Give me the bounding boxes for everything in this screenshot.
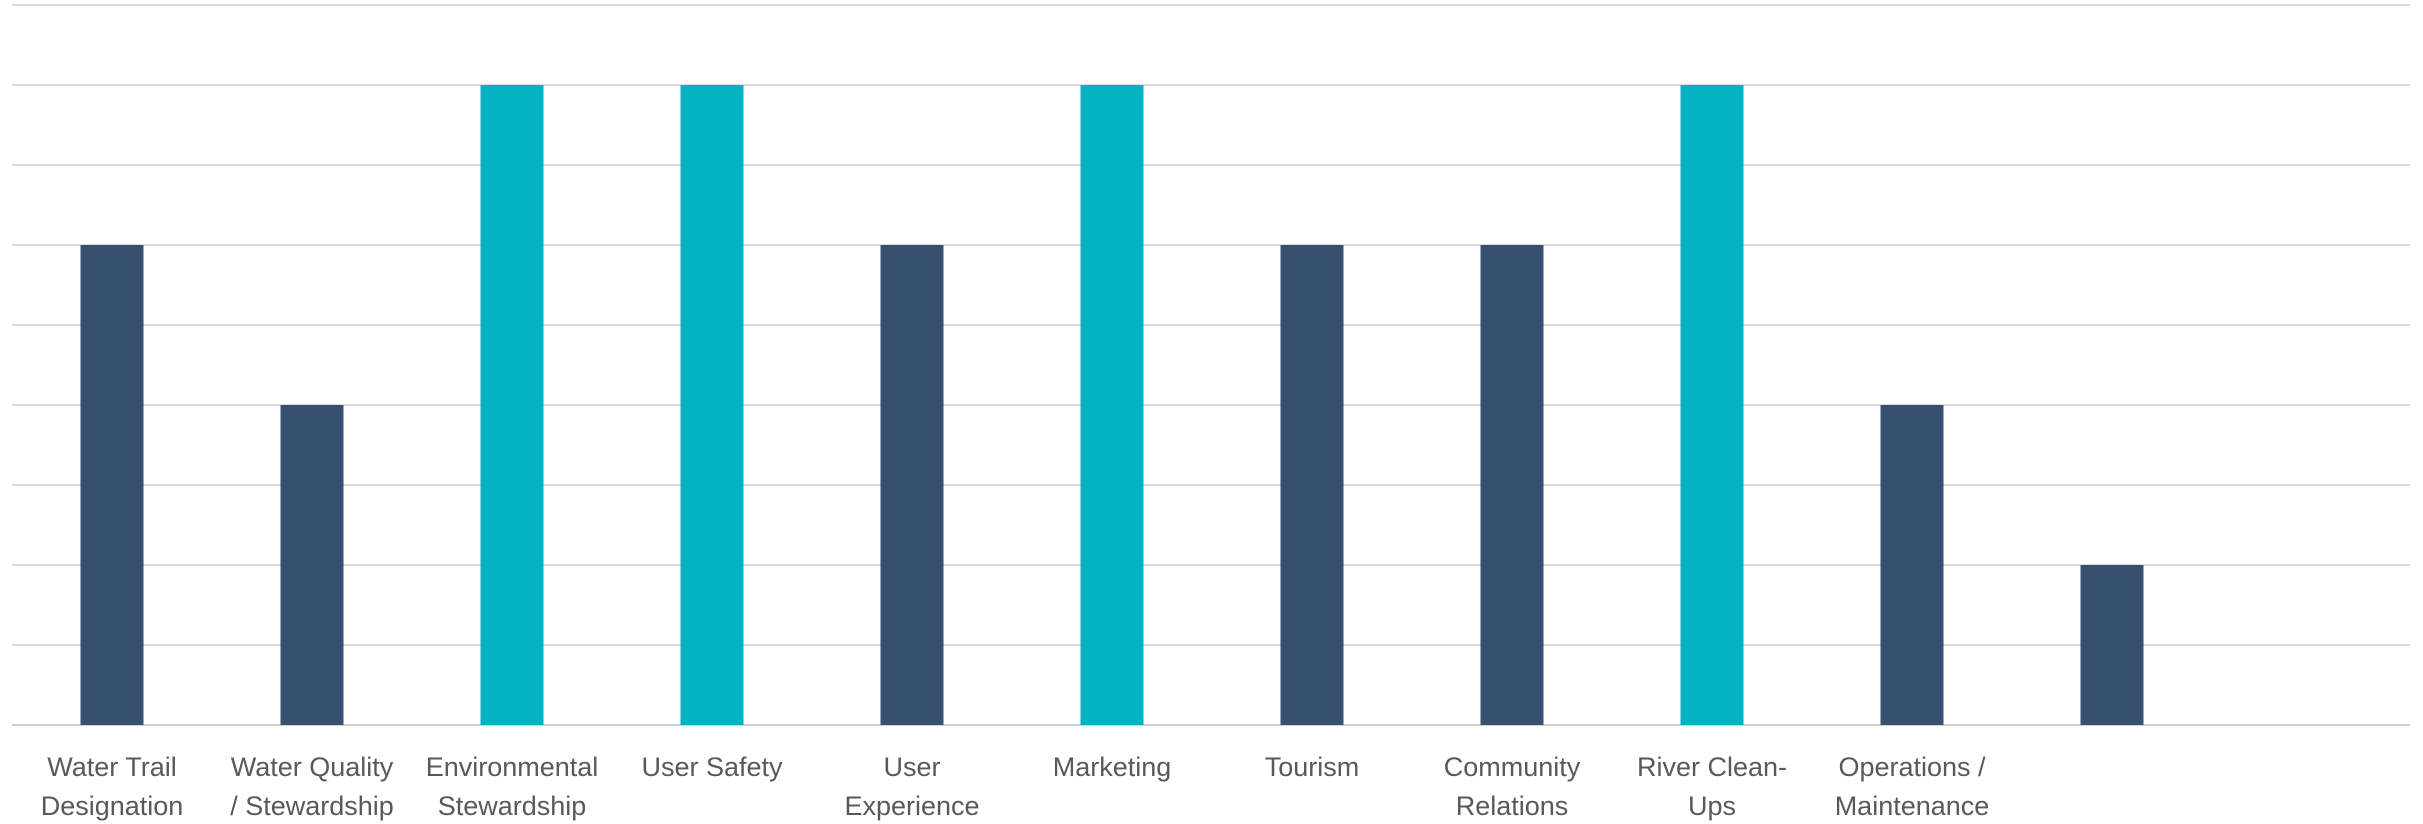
bar: [1880, 405, 1944, 725]
x-tick-label: Community Relations: [1444, 752, 1581, 821]
x-tick-label: River Clean-Ups: [1637, 752, 1787, 821]
bar: [2080, 565, 2144, 725]
bar: [680, 85, 744, 725]
bar: [880, 245, 944, 725]
x-tick-label: Water Trail Designation: [41, 752, 184, 821]
x-tick-label: Tourism: [1265, 752, 1360, 782]
bar: [1480, 245, 1544, 725]
x-axis-tick-labels: Water Trail Designation Water Quality / Ste…: [41, 752, 1990, 821]
bar: [480, 85, 544, 725]
bar: [1680, 85, 1744, 725]
x-tick-label: Environmental Stewardship: [426, 752, 599, 821]
bars: [80, 85, 2144, 725]
bar: [1280, 245, 1344, 725]
x-tick-label: Marketing: [1053, 752, 1172, 782]
x-tick-label: Operations / Maintenance: [1835, 752, 1990, 821]
x-tick-label: Water Quality / Stewardship: [230, 752, 394, 821]
bar: [1080, 85, 1144, 725]
x-tick-label: User Experience: [844, 752, 979, 821]
bar: [80, 245, 144, 725]
x-tick-label: User Safety: [641, 752, 783, 782]
gridlines: [12, 4, 2410, 726]
bar: [280, 405, 344, 725]
